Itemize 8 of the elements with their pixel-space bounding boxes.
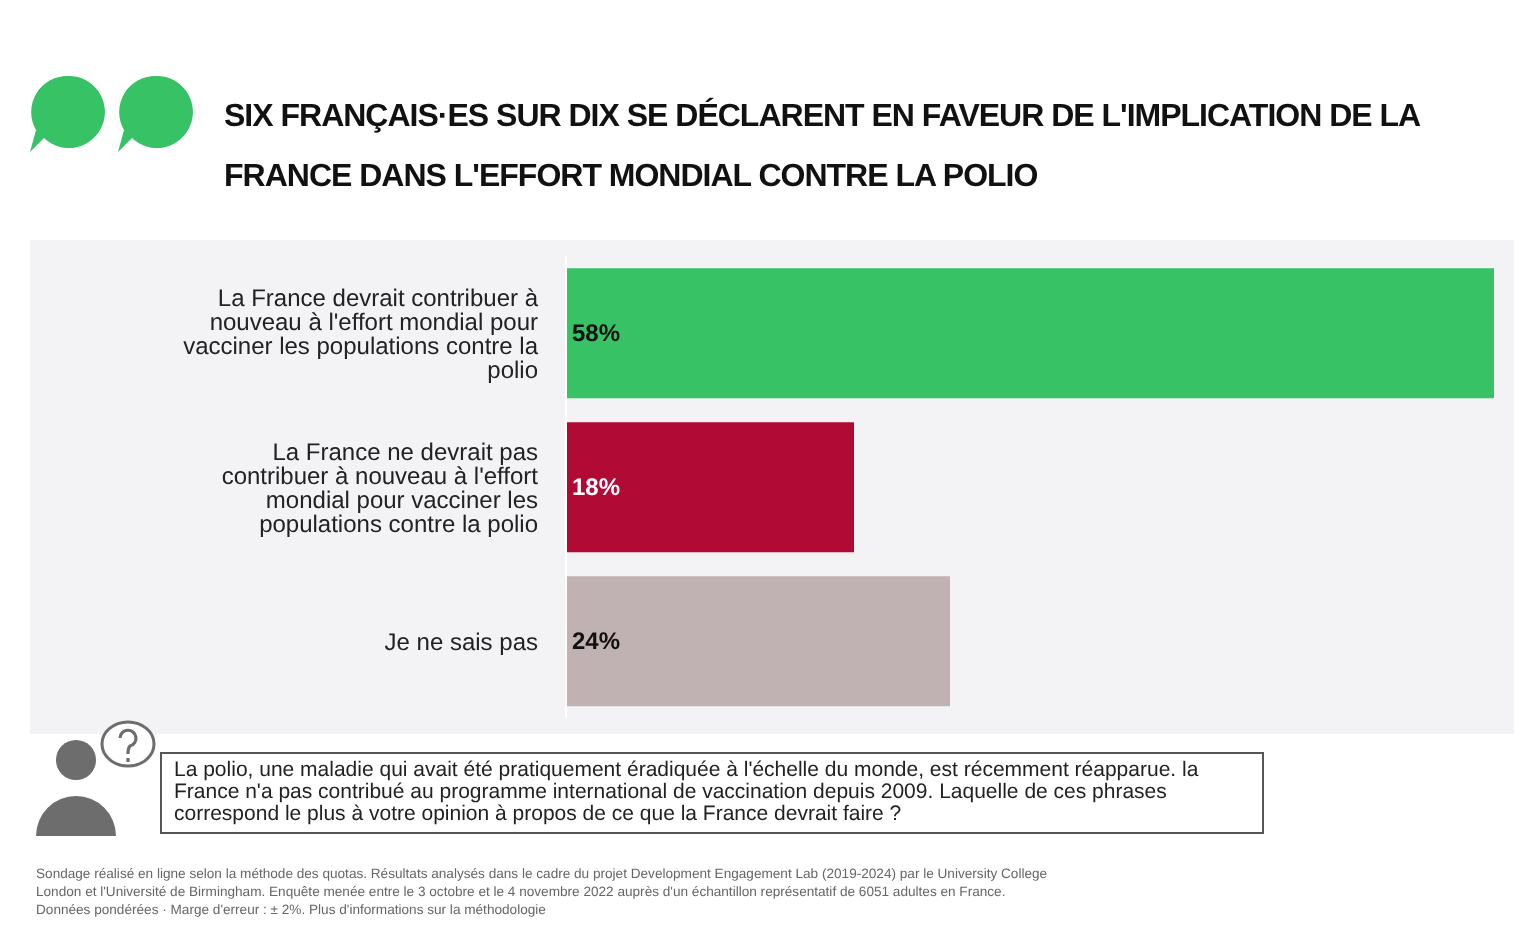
chart-title: SIX FRANÇAIS·ES SUR DIX SE DÉCLARENT EN FAVEUR DE L'IMPLICATION DE LA FRANCE DANS L'EFFORT MONDIAL CONTRE LA POLIO: [224, 95, 1422, 198]
y-tick-label: Je ne sais pas: [384, 627, 538, 656]
data-label: 58%: [572, 319, 621, 348]
data-label: 24%: [572, 627, 621, 656]
text: La polio, une maladie qui avait été pratiquement éradiquée à l'échelle du monde, est récemment réapparue. la France n'a pas contribué au programme international de vaccination depuis 2009. Laquelle de ces phrases correspond le plus à votre opinion à propos de ce que la France devrait faire ?: [160, 752, 1264, 834]
y-tick-label: La France devrait contribuer à nouveau à l'effort mondial pour vacciner les populations contre la polio: [183, 283, 539, 384]
y-tick-label: La France ne devrait pas contribuer à nouveau à l'effort mondial pour vacciner les populations contre la polio: [221, 437, 540, 538]
data-label: 18%: [572, 473, 621, 502]
